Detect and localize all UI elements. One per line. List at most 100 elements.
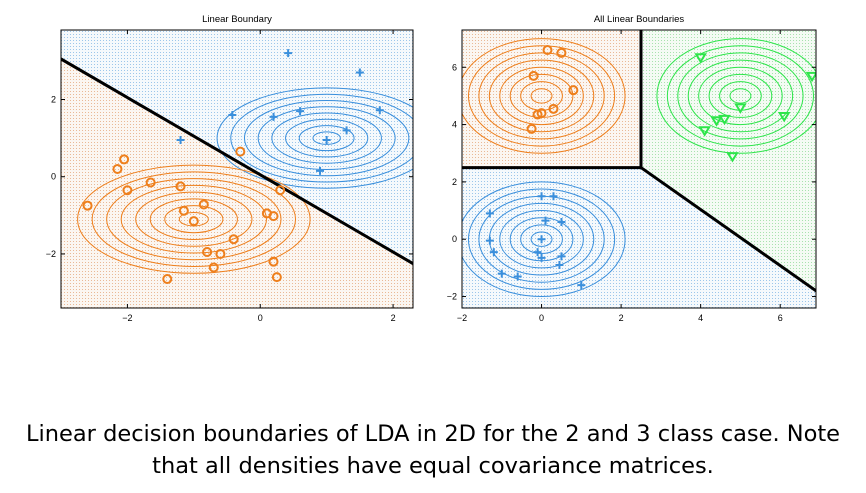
density-contour [243, 99, 410, 177]
density-contour [462, 181, 626, 298]
chart-title: All Linear Boundaries [594, 14, 685, 25]
data-point-plus [537, 253, 546, 262]
data-point-circle [122, 185, 133, 196]
region-blue [462, 167, 816, 308]
data-point-plus [485, 236, 494, 245]
data-point-circle [268, 256, 279, 267]
density-contour [271, 112, 382, 164]
data-point-plus [269, 112, 278, 121]
data-point-plus [497, 269, 506, 278]
data-point-circle [528, 70, 539, 81]
data-point-circle [198, 199, 209, 210]
y-tick-label: 0 [51, 172, 56, 182]
data-point-circle [568, 85, 579, 96]
data-point-circle [556, 47, 567, 58]
data-point-plus [355, 68, 364, 77]
density-contour [729, 88, 752, 104]
data-point-triangle [718, 114, 731, 126]
data-point-triangle [698, 126, 711, 137]
caption-line-1: Linear decision boundaries of LDA in 2D … [25, 421, 841, 447]
y-tick-label: 2 [51, 95, 56, 105]
data-point-plus [555, 261, 564, 270]
contours-orange [462, 38, 626, 154]
density-contour [666, 45, 815, 147]
density-contour [216, 87, 413, 189]
data-point-triangle [710, 116, 723, 127]
x-tick-label: 4 [698, 313, 703, 323]
data-point-circle [228, 234, 239, 245]
data-point-plus [533, 248, 542, 257]
region-green [640, 30, 816, 291]
plot-area [462, 30, 816, 308]
data-point-circle [178, 205, 189, 216]
density-contour [520, 224, 563, 255]
decision-boundary [61, 57, 413, 266]
density-contour [257, 106, 396, 170]
data-point-circle [235, 146, 246, 157]
contours-green [656, 38, 816, 154]
data-point-plus [375, 106, 384, 115]
data-point-plus [513, 272, 522, 281]
data-point-plus [322, 136, 331, 145]
data-point-circle [175, 181, 186, 192]
data-point-circle [532, 109, 543, 120]
data-point-circle [548, 103, 559, 114]
density-contour [462, 38, 626, 154]
data-point-circle [119, 154, 130, 165]
x-tick-label: −2 [122, 313, 132, 323]
data-point-plus [557, 218, 566, 227]
density-contour [499, 66, 584, 126]
density-contour [120, 184, 267, 254]
data-point-plus [577, 281, 586, 290]
y-tick-label: −2 [447, 292, 457, 302]
axes-frame [461, 29, 817, 309]
data-point-plus [342, 126, 351, 135]
data-point-circle [526, 123, 537, 134]
data-point-plus [557, 252, 566, 261]
data-point-plus [489, 248, 498, 257]
density-contour [77, 164, 311, 274]
data-point-circle [188, 216, 199, 227]
axes-frame [60, 29, 414, 309]
density-contour [530, 231, 553, 247]
data-point-plus [296, 107, 305, 116]
data-point-circle [271, 272, 282, 283]
caption-line-2: that all densities have equal covariance… [152, 453, 714, 479]
data-point-plus [228, 110, 237, 119]
data-point-plus [549, 192, 558, 201]
points-orange [526, 45, 579, 134]
data-point-circle [215, 248, 226, 259]
data-point-plus [316, 166, 325, 175]
density-contour [164, 205, 224, 234]
x-tick-label: 0 [258, 313, 263, 323]
chart-title: Linear Boundary [202, 14, 272, 25]
density-contour [677, 52, 804, 140]
points-blue [485, 192, 586, 290]
x-tick-label: 2 [619, 313, 624, 323]
contours-orange [77, 164, 311, 274]
density-contour [687, 59, 794, 133]
data-point-triangle [726, 152, 739, 163]
density-contour [285, 118, 369, 158]
density-contour [530, 88, 553, 104]
figure-caption: Linear decision boundaries of LDA in 2D … [0, 418, 866, 482]
data-point-circle [145, 177, 156, 188]
x-tick-label: −2 [457, 313, 467, 323]
density-contour [488, 59, 595, 133]
data-point-circle [275, 185, 286, 196]
x-tick-label: 0 [539, 313, 544, 323]
density-contour [312, 131, 341, 145]
density-contour [135, 191, 253, 247]
data-point-plus [537, 192, 546, 201]
density-contour [91, 171, 297, 267]
data-point-circle [202, 247, 213, 258]
plot-area [61, 30, 413, 308]
chart-linear-boundary: Linear Boundary −2 0 2 −2 0 2 [46, 14, 414, 323]
density-contour [149, 198, 238, 240]
y-tick-label: 2 [452, 177, 457, 187]
data-point-plus [537, 235, 546, 244]
data-point-circle [208, 262, 219, 273]
density-contour [520, 81, 563, 111]
data-point-circle [82, 200, 93, 211]
